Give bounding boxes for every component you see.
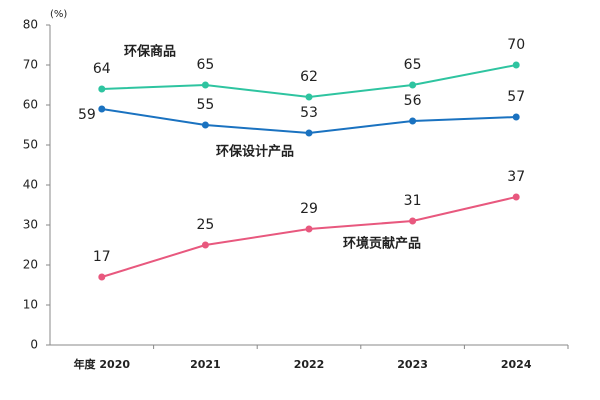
data-label: 70 — [507, 37, 525, 53]
y-tick-label: 30 — [23, 218, 38, 232]
data-label: 59 — [78, 107, 96, 123]
data-label: 17 — [93, 249, 111, 265]
data-point — [201, 241, 209, 249]
data-point — [512, 193, 520, 201]
data-point — [201, 81, 209, 89]
data-point — [98, 105, 106, 113]
data-point — [409, 81, 417, 89]
y-tick-label: 20 — [23, 258, 38, 272]
x-tick-label: 年度 2020 — [74, 357, 131, 371]
x-tick-label: 2024 — [501, 358, 532, 371]
data-point — [409, 117, 417, 125]
y-tick-label: 70 — [23, 58, 38, 72]
data-label: 31 — [404, 193, 422, 209]
x-tick-label: 2022 — [294, 358, 325, 371]
data-point — [98, 273, 106, 281]
series-name: 环保设计产品 — [216, 144, 294, 160]
series-name: 环境贡献产品 — [343, 236, 421, 252]
y-tick-label: 0 — [30, 338, 38, 352]
data-point — [305, 129, 313, 137]
y-tick-label: 80 — [23, 18, 38, 32]
y-tick-label: 50 — [23, 138, 38, 152]
data-label: 64 — [93, 61, 111, 77]
data-point — [98, 85, 106, 93]
data-label: 65 — [196, 57, 214, 73]
data-label: 57 — [507, 89, 525, 105]
y-tick-label: 60 — [23, 98, 38, 112]
data-point — [305, 225, 313, 233]
data-label: 62 — [300, 69, 318, 85]
data-label: 29 — [300, 201, 318, 217]
x-tick-label: 2021 — [190, 358, 221, 371]
y-unit: (%) — [50, 9, 67, 20]
data-label: 55 — [196, 97, 214, 113]
y-tick-label: 10 — [23, 298, 38, 312]
data-point — [512, 61, 520, 69]
data-label: 37 — [507, 169, 525, 185]
data-point — [409, 217, 417, 225]
x-tick-label: 2023 — [397, 358, 428, 371]
series-name: 环保商品 — [124, 44, 176, 60]
data-point — [201, 121, 209, 129]
data-label: 65 — [404, 57, 422, 73]
data-label: 25 — [196, 217, 214, 233]
data-label: 53 — [300, 105, 318, 121]
data-point — [512, 113, 520, 121]
data-point — [305, 93, 313, 101]
y-tick-label: 40 — [23, 178, 38, 192]
data-label: 56 — [404, 93, 422, 109]
